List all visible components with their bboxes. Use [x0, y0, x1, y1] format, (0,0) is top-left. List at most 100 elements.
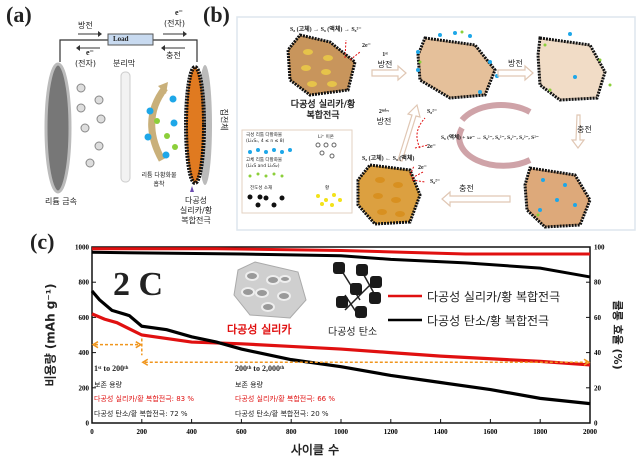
arrow-head-icon	[135, 341, 143, 349]
legend-silica-label: 다공성 실리카/황 복합전극	[427, 290, 561, 304]
electron-count: 2e⁻	[427, 144, 436, 150]
load-box	[107, 33, 154, 46]
discharge-label: 방전	[508, 59, 523, 68]
electrode-label: 다공성 실리카/황 복합전극	[290, 100, 356, 121]
arrow-right-icon	[371, 64, 407, 82]
annotation-silica: 다공성 실리카/황 복합전극: 66 %	[235, 395, 336, 403]
x-tick-label: 1000	[334, 428, 349, 436]
arrow-right-icon	[98, 31, 102, 37]
y-tick-label: 400	[79, 349, 90, 357]
annotation-carbon: 다공성 탄소/황 복합전극: 72 %	[94, 410, 188, 418]
electron-count: 2e⁻	[418, 165, 427, 171]
discharge-label: 방전	[78, 21, 93, 30]
y-tick-label: 0	[86, 420, 90, 428]
y2-tick-label: 60	[594, 314, 602, 322]
y2-tick-label: 80	[594, 279, 602, 287]
cycle-arrow	[456, 126, 532, 169]
electron-word: (전자)	[75, 59, 96, 68]
x-tick-label: 600	[236, 428, 247, 436]
panel-a-diagram	[44, 31, 212, 194]
charge-label: 충전	[577, 125, 592, 134]
series-line-2	[92, 247, 590, 256]
y2-tick-label: 100	[594, 244, 605, 252]
composite-electrode	[184, 65, 206, 185]
arrow-head-icon	[91, 341, 99, 349]
separator	[120, 71, 131, 183]
electrode-label: 다공성 실리카/황 복합전극	[179, 196, 213, 225]
x-tick-label: 1400	[434, 428, 449, 436]
legend-solid: 고체 리튬 다황화물 (Li₂S and Li₂S₂)	[246, 158, 282, 169]
load-label: Load	[113, 35, 129, 43]
arrow-head-icon	[583, 358, 591, 366]
y-tick-label: 200	[79, 384, 90, 392]
charge-label: 충전	[166, 51, 181, 60]
equation-center: S₈ (액체) + xe⁻ ↔ S₈²⁻, S₆²⁻, S₄²⁻, S₂²⁻, …	[441, 135, 539, 141]
annotation-title: 보존 용량	[235, 381, 263, 389]
x-tick-label: 1800	[533, 428, 548, 436]
porous-carbon-label: 다공성 탄소	[328, 327, 378, 338]
x-tick-label: 2000	[583, 428, 598, 436]
series-line-0	[91, 312, 591, 367]
y2-tick-label: 0	[594, 420, 598, 428]
annotation-range: 200ᵗʰ to 2,000ᵗʰ	[235, 364, 285, 373]
arrow-right-icon	[497, 64, 534, 82]
series-line-1	[90, 289, 591, 406]
polysulfide-dots	[144, 95, 178, 159]
polysulfide-label: S₈²⁻	[427, 109, 438, 115]
legend-carbon-label: 다공성 탄소/황 복합전극	[427, 314, 550, 328]
annotation-carbon: 다공성 탄소/황 복합전극: 20 %	[235, 410, 329, 418]
y-tick-label: 600	[79, 314, 90, 322]
x-tick-label: 200	[137, 428, 148, 436]
hexagon-first-discharge	[416, 36, 497, 100]
lithium-ions	[76, 83, 106, 168]
x-tick-label: 1200	[384, 428, 399, 436]
legend-conductive: 전도성 소재	[250, 186, 273, 191]
porous-silica-label: 다공성 실리카	[227, 323, 292, 336]
electron-label: e⁻	[86, 48, 94, 57]
separator-label: 분리막	[113, 59, 136, 68]
arrow-right-icon	[183, 31, 187, 37]
arrow-up-icon	[397, 103, 421, 162]
annotation-range: 1ˢᵗ to 200ᵗʰ	[94, 364, 129, 373]
c-rate-label: 2 C	[113, 266, 164, 303]
electron-label: e⁻	[175, 8, 183, 17]
panel-b-diagram	[236, 16, 636, 231]
lithium-metal-disc	[44, 62, 72, 194]
adsorption-label: 리튬 다황화물 흡착	[141, 172, 177, 188]
legend-polar: 극성 리튬 다황화물 (Li₂Sₙ, 4 ≤ n ≤ 8)	[246, 133, 285, 144]
arrow-left-icon	[441, 190, 511, 208]
annotation-silica: 다공성 실리카/황 복합전극: 83 %	[94, 395, 195, 403]
arrow-head-icon	[141, 358, 149, 366]
hexagon-charging	[523, 166, 592, 229]
arrow-left-icon	[161, 45, 165, 51]
annotation-title: 보존 용량	[94, 381, 122, 389]
arrow-left-icon	[76, 45, 80, 51]
charge-label: 충전	[459, 184, 474, 193]
y2-axis-label: 쿨롱 효율 (%)	[611, 300, 624, 370]
y-tick-label: 800	[79, 279, 90, 287]
y2-tick-label: 40	[594, 349, 602, 357]
arrow-down-icon	[570, 114, 586, 149]
hexagon-discharged	[536, 36, 607, 102]
legend-sulfur: 황	[325, 186, 330, 191]
y-axis-label: 비용량 (mAh g⁻¹)	[43, 283, 58, 387]
polysulfide-label: S₈²⁻	[430, 179, 441, 185]
y2-tick-label: 20	[594, 384, 602, 392]
x-tick-label: 800	[286, 428, 297, 436]
equation-bottom: S₈ (고체) ← S₈ (액체)	[362, 156, 415, 162]
x-tick-label: 1600	[483, 428, 498, 436]
second-discharge-label: 2ⁿᵈ~ 방전	[376, 109, 392, 126]
y-tick-label: 1000	[75, 244, 90, 252]
cycle-arrow	[459, 102, 532, 123]
panel-c-label: (c)	[30, 229, 55, 254]
equation-top: S₈ (고체) → S₈ (액체) → S₈²⁻	[290, 27, 362, 33]
panel-a-label: (a)	[6, 2, 32, 27]
adsorption-arrow	[148, 85, 168, 162]
legend-li-ion: Li⁺ 이온	[318, 135, 334, 140]
x-tick-label: 0	[90, 428, 94, 436]
x-axis-label: 사이클 수	[290, 443, 340, 457]
series-line-3	[91, 250, 591, 279]
